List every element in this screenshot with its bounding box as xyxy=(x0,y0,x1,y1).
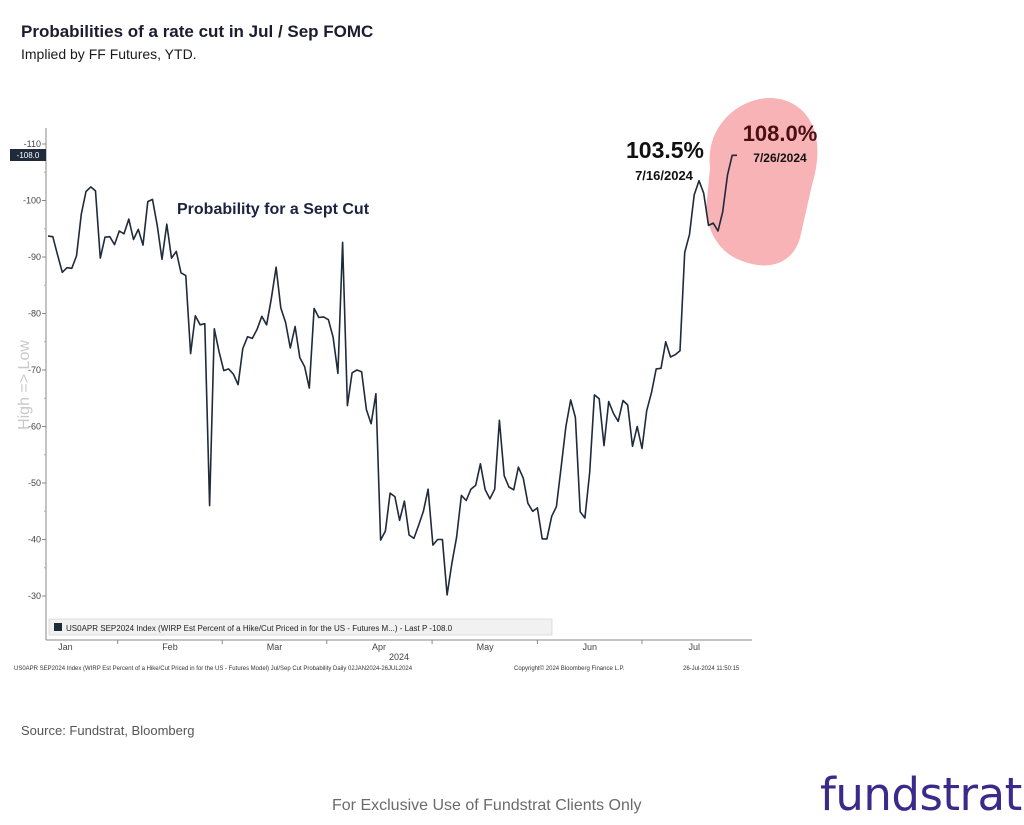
x-tick-label: Jul xyxy=(688,642,700,652)
x-axis-year: 2024 xyxy=(389,652,409,662)
y-tick-label: -100 xyxy=(23,196,41,206)
bloomberg-copyright: Copyright© 2024 Bloomberg Finance L.P. xyxy=(514,665,625,672)
y-tick-label: -110 xyxy=(24,139,41,149)
annotation-peak-value: 103.5% xyxy=(626,137,704,163)
disclaimer: For Exclusive Use of Fundstrat Clients O… xyxy=(332,797,642,814)
legend-text: US0APR SEP2024 Index (WIRP Est Percent o… xyxy=(66,624,453,633)
x-tick-label: May xyxy=(477,642,495,652)
x-tick-label: Jan xyxy=(58,642,73,652)
legend-swatch xyxy=(54,623,62,631)
last-value-tag-text: -108.0 xyxy=(17,151,40,160)
chart-title: Probability for a Sept Cut xyxy=(177,201,370,218)
x-tick-label: Feb xyxy=(162,642,178,652)
y-tick-label: -70 xyxy=(28,365,41,375)
series-line xyxy=(47,154,737,596)
x-tick-label: Apr xyxy=(372,642,386,652)
source-note: Source: Fundstrat, Bloomberg xyxy=(21,723,195,738)
y-ticks: -30 -40 -50 -60 -70 -80 -90 -100 -110 xyxy=(23,139,46,601)
y-tick-label: -90 xyxy=(28,252,41,262)
y-axis-label: High => Low xyxy=(16,340,33,430)
annotation-peak-date: 7/16/2024 xyxy=(635,168,694,183)
y-tick-label: -50 xyxy=(28,478,41,488)
x-tick-label: Jun xyxy=(582,642,597,652)
bloomberg-timestamp: 26-Jul-2024 11:50:15 xyxy=(683,666,740,672)
y-tick-label: -60 xyxy=(28,422,41,432)
x-ticks: Jan Feb Mar Apr May Jun Jul xyxy=(58,640,700,652)
bloomberg-info: US0APR SEP2024 Index (WIRP Est Percent o… xyxy=(14,666,413,672)
line-chart: -30 -40 -50 -60 -70 -80 -90 -100 -110 Jan Feb Mar A… xyxy=(10,98,818,672)
brand-logo: fundstrat xyxy=(820,768,1022,821)
highlight-blob xyxy=(706,98,818,266)
page-title: Probabilities of a rate cut in Jul / Sep… xyxy=(21,22,374,41)
y-tick-label: -80 xyxy=(28,309,41,319)
y-tick-label: -40 xyxy=(28,535,41,545)
page-subtitle: Implied by FF Futures, YTD. xyxy=(21,46,197,62)
y-tick-label: -30 xyxy=(28,591,41,601)
legend: US0APR SEP2024 Index (WIRP Est Percent o… xyxy=(48,618,553,636)
last-value-tag: -108.0 xyxy=(10,149,46,161)
annotation-last-date: 7/26/2024 xyxy=(753,151,807,165)
x-tick-label: Mar xyxy=(267,642,283,652)
annotation-last-value: 108.0% xyxy=(743,121,818,146)
